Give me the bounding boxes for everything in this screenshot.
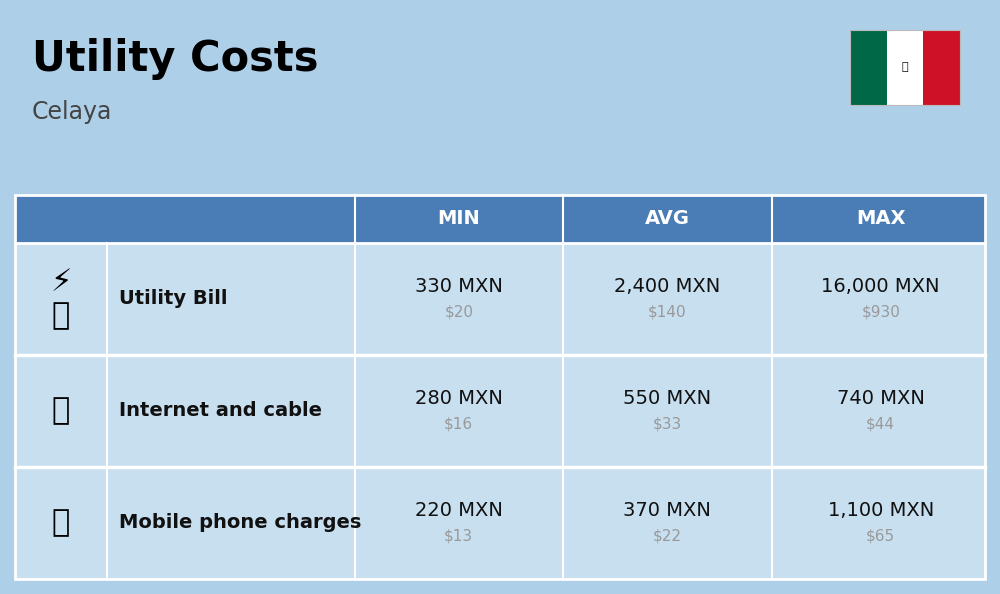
Text: 220 MXN: 220 MXN [415,501,503,520]
Text: 280 MXN: 280 MXN [415,390,503,409]
Text: $65: $65 [866,529,895,544]
Text: $22: $22 [653,529,682,544]
Text: $20: $20 [444,305,473,320]
Text: $13: $13 [444,529,473,544]
Text: Utility Costs: Utility Costs [32,38,318,80]
Text: $33: $33 [653,416,682,431]
Text: 740 MXN: 740 MXN [837,390,925,409]
Text: Mobile phone charges: Mobile phone charges [119,513,362,532]
Text: 550 MXN: 550 MXN [623,390,711,409]
Bar [15,195,985,579]
Bar [850,30,960,105]
Text: Internet and cable: Internet and cable [119,402,322,421]
Text: 330 MXN: 330 MXN [415,277,503,296]
Bar [15,355,985,467]
Text: 2,400 MXN: 2,400 MXN [614,277,720,296]
Text: Celaya: Celaya [32,100,112,124]
Text: AVG: AVG [645,210,690,229]
Text: 🦅: 🦅 [902,62,908,72]
Bar [887,30,923,105]
Text: ⚡
🔌: ⚡ 🔌 [50,268,72,330]
Text: MIN: MIN [437,210,480,229]
Bar [15,467,985,579]
Bar [15,195,985,243]
Text: 16,000 MXN: 16,000 MXN [821,277,940,296]
Bar [15,243,985,355]
Text: $44: $44 [866,416,895,431]
Text: 1,100 MXN: 1,100 MXN [828,501,934,520]
Text: 370 MXN: 370 MXN [623,501,711,520]
Text: MAX: MAX [856,210,905,229]
Bar [923,30,960,105]
Bar [850,30,887,105]
Text: $16: $16 [444,416,473,431]
Text: $140: $140 [648,305,687,320]
Text: Utility Bill: Utility Bill [119,289,228,308]
Text: 📶: 📶 [52,397,70,425]
Text: 📱: 📱 [52,508,70,538]
Text: $930: $930 [861,305,900,320]
